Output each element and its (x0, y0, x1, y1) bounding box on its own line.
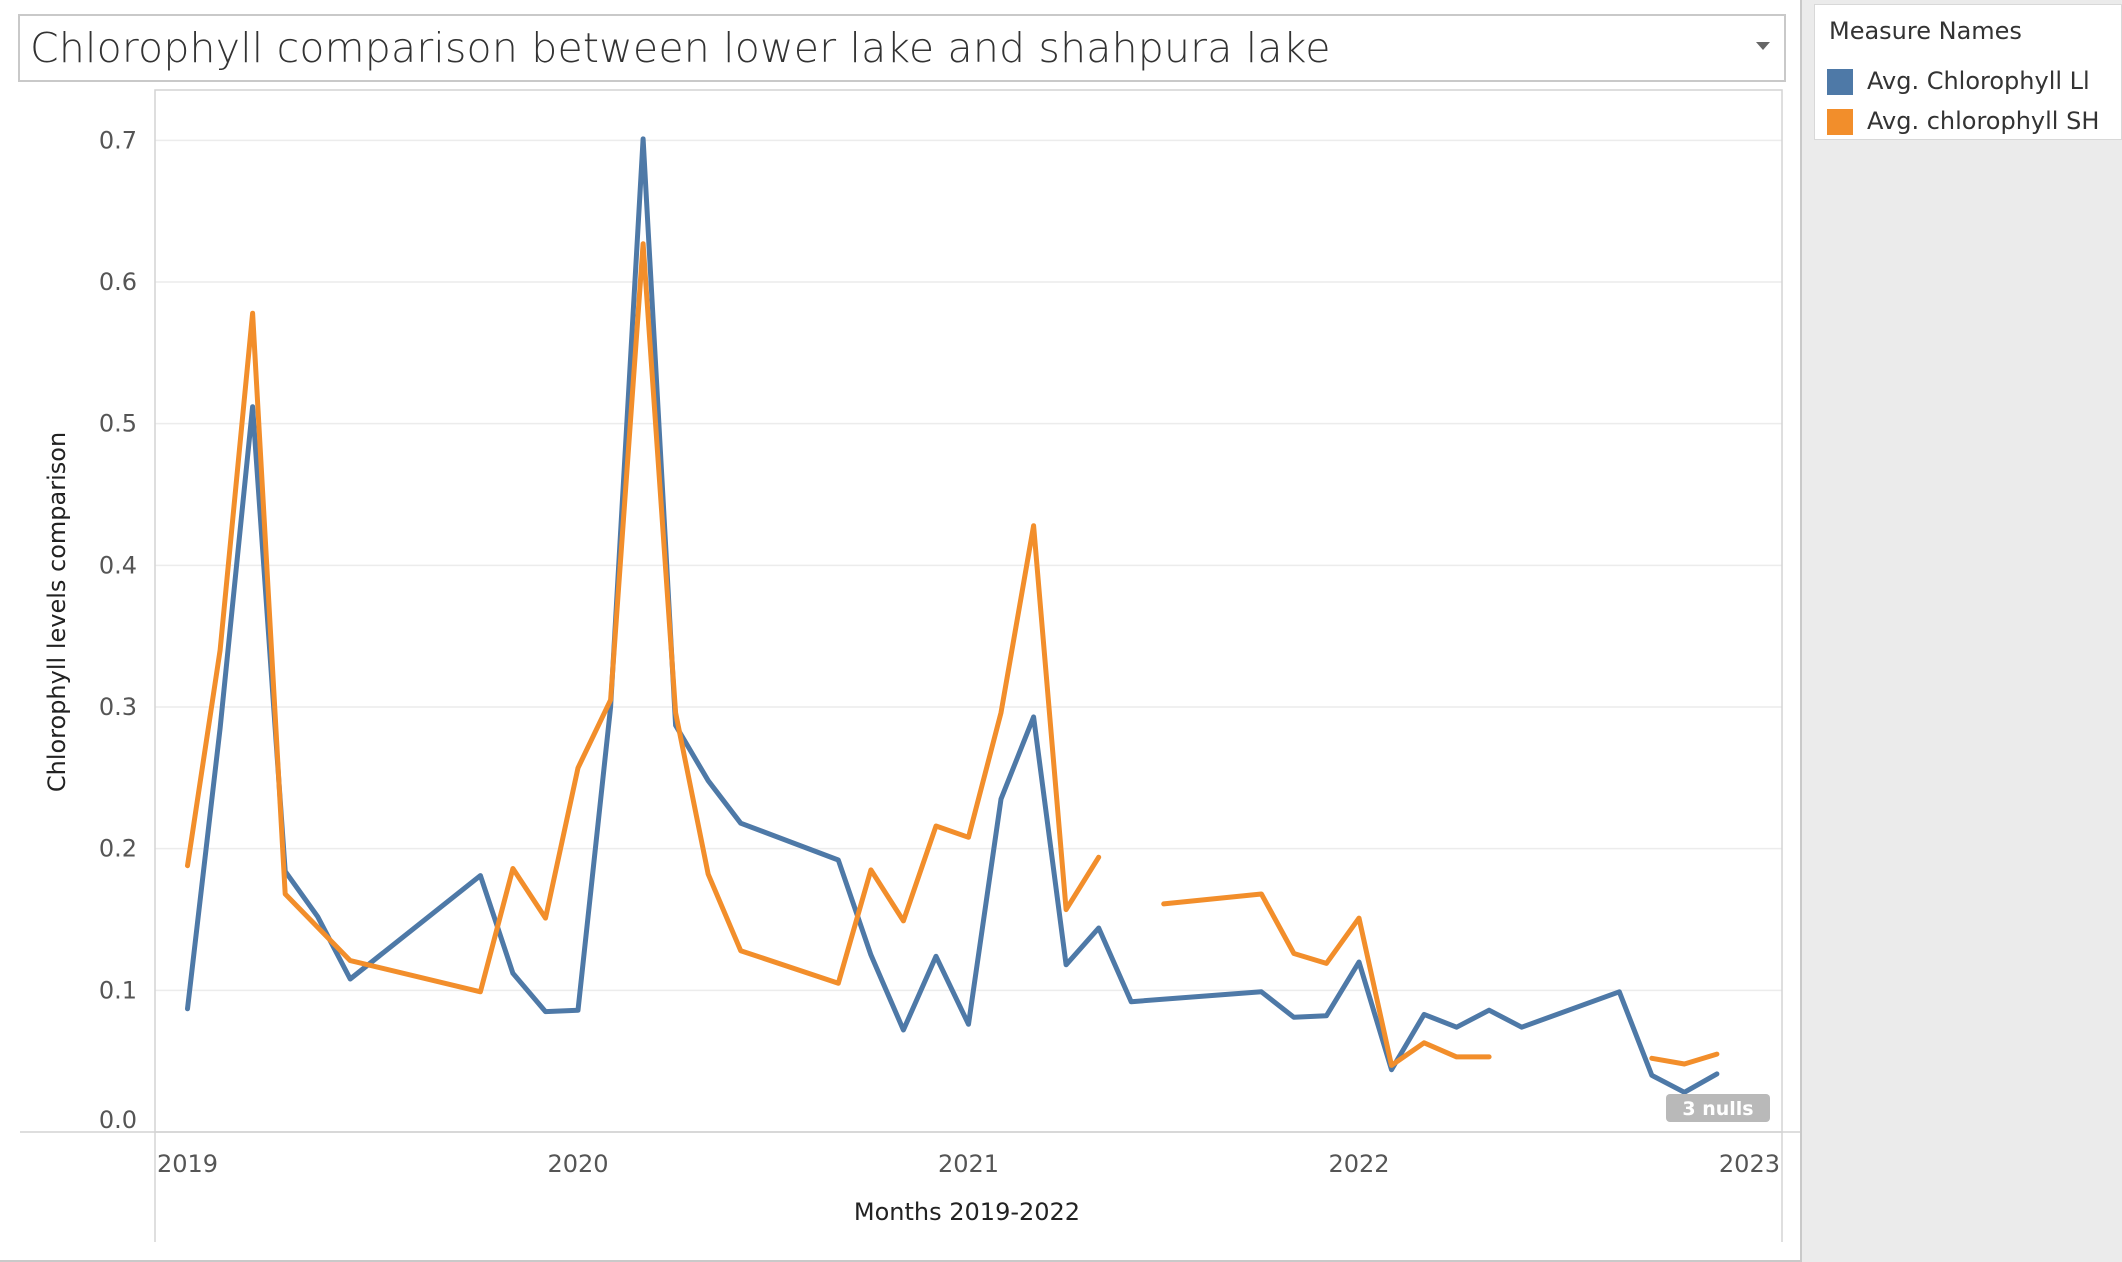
x-axis-ticks: 2019 2020 2021 2022 2023 (157, 1150, 1780, 1178)
legend-label: Avg. chlorophyll SH (1867, 107, 2100, 135)
series-segment (185, 241, 1102, 995)
null-badge-bg (1666, 1094, 1770, 1122)
series-lines (185, 136, 1720, 1095)
series-segment (1161, 891, 1492, 1068)
x-tick-label: 2019 (157, 1150, 218, 1178)
chart: 0.0 0.1 0.2 0.3 0.4 0.5 0.6 0.7 2019 2020 2021 202… (20, 89, 1800, 1242)
y-tick-label: 0.3 (99, 693, 137, 721)
x-tick-label: 2023 (1719, 1150, 1780, 1178)
series-line (185, 241, 1720, 1068)
title-bar[interactable]: Chlorophyll comparison between lower lak… (18, 14, 1786, 82)
null-badge-label: 3 nulls (1682, 1098, 1753, 1120)
x-tick-label: 2022 (1328, 1150, 1389, 1178)
y-axis-title: Chlorophyll levels comparison (43, 432, 71, 792)
series-segment (185, 136, 1720, 1095)
legend-title: Measure Names (1829, 17, 2022, 45)
gridlines (155, 139, 1782, 1133)
y-tick-label: 0.7 (99, 126, 137, 154)
chevron-down-icon[interactable] (1756, 42, 1770, 50)
y-tick-label: 0.0 (99, 1106, 137, 1134)
chart-title: Chlorophyll comparison between lower lak… (30, 24, 1331, 72)
y-axis-ticks: 0.0 0.1 0.2 0.3 0.4 0.5 0.6 0.7 (99, 126, 137, 1134)
series-line (185, 136, 1720, 1095)
legend-item-lower-lake[interactable]: Avg. Chlorophyll Ll (1825, 61, 2115, 101)
legend-item-shahpura-lake[interactable]: Avg. chlorophyll SH (1825, 101, 2115, 141)
y-tick-label: 0.6 (99, 268, 137, 296)
null-indicator[interactable]: 3 nulls (1666, 1094, 1770, 1122)
legend-swatch (1827, 69, 1853, 95)
y-tick-label: 0.4 (99, 551, 137, 579)
y-tick-label: 0.5 (99, 410, 137, 438)
x-axis-title: Months 2019-2022 (854, 1198, 1080, 1226)
x-tick-label: 2021 (938, 1150, 999, 1178)
x-tick-label: 2020 (547, 1150, 608, 1178)
legend: Measure Names Avg. Chlorophyll Ll Avg. c… (1814, 4, 2122, 140)
legend-label: Avg. Chlorophyll Ll (1867, 67, 2090, 95)
axes (20, 89, 1800, 1242)
plot-frame (154, 89, 1783, 1133)
right-pane (1802, 0, 2122, 1262)
y-tick-label: 0.2 (99, 835, 137, 863)
legend-swatch (1827, 109, 1853, 135)
series-segment (1649, 1051, 1720, 1067)
y-tick-label: 0.1 (99, 976, 137, 1004)
